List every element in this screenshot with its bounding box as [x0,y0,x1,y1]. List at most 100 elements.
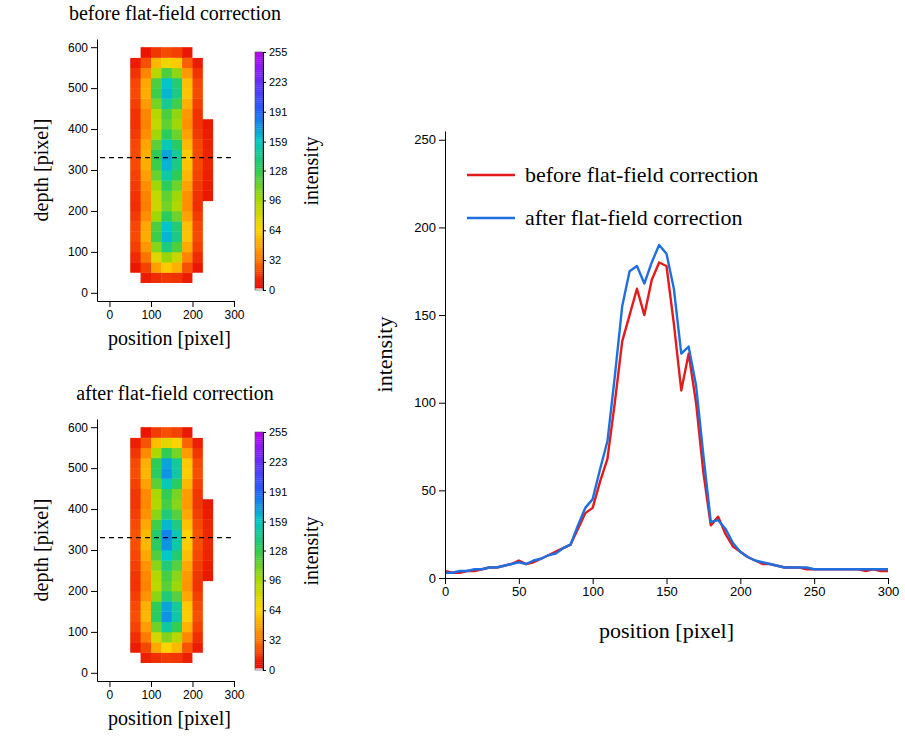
cell [172,242,183,253]
tick-mark [439,227,445,228]
cell [141,550,152,561]
cell [120,468,131,479]
cell [213,88,224,99]
cell [203,458,214,469]
axis-title: position [pixel] [599,618,734,643]
cell [182,283,193,294]
cell [120,570,131,581]
cell [161,180,172,191]
axis-title: intensity [372,317,397,393]
cell [172,652,183,663]
cell [224,530,234,541]
colorbar-swatch [255,527,263,529]
cell [192,642,203,653]
colorbar-swatch [255,557,263,559]
cell [151,47,162,58]
cell [130,190,141,201]
colorbar-swatch [255,451,263,453]
cell [141,129,152,140]
cell [213,190,224,201]
cell [203,652,214,663]
cell [161,652,172,663]
colorbar-swatch [255,439,263,441]
cell [213,550,224,561]
cell [130,78,141,89]
colorbar-swatch [255,177,263,179]
colorbar-swatch [255,244,263,246]
cell [130,221,141,232]
cell [172,88,183,99]
colorbar-swatch [255,152,263,154]
cell [182,652,193,663]
cell [151,180,162,191]
colorbar-swatch [255,147,263,149]
cell [192,427,203,438]
cell [130,499,141,510]
cell [141,242,152,253]
cell [161,139,172,150]
axis-line [97,40,98,302]
cell [203,78,214,89]
tick-mark [151,681,152,687]
cell [224,190,234,201]
cell [172,109,183,120]
tick-label: 96 [269,194,281,206]
tick-mark [263,522,266,523]
tick: 100 [68,245,97,259]
cell [161,499,172,510]
tick-label: 255 [269,46,287,58]
axis-title: position [pixel] [108,707,231,730]
cell [213,119,224,130]
cell [120,499,131,510]
cell [203,478,214,489]
cell [203,632,214,643]
axis: 0100200300 [98,681,245,702]
colorbar-swatch [255,208,263,210]
cell [141,139,152,150]
cell [141,57,152,68]
cell [120,458,131,469]
tick: 255 [263,46,287,58]
tick-label: 250 [414,132,436,147]
cell [224,468,234,479]
cell [182,570,193,581]
colorbar-swatch [255,110,263,112]
tick-label: 64 [269,604,281,616]
colorbar-frame [255,432,263,670]
tick-label: 0 [442,584,449,599]
tick-label: 300 [68,543,88,557]
colorbar-swatch [255,475,263,477]
colorbar-swatch [255,178,263,180]
colorbar-swatch [255,521,263,523]
axis-title: depth [pixel] [30,499,53,602]
tick-mark [439,403,445,404]
tick-mark [91,509,97,510]
tick-label: 200 [414,220,436,235]
cell [203,98,214,109]
colorbar-swatch [255,514,263,516]
colorbar-swatch [255,505,263,507]
cell [120,530,131,541]
cell [203,581,214,592]
colorbar-swatch [255,584,263,586]
colorbar-swatch [255,167,263,169]
cell [172,642,183,653]
cell [192,139,203,150]
tick-mark [263,580,266,581]
colorbar-swatch [255,477,263,479]
colorbar-swatch [255,130,263,132]
cell [141,201,152,212]
cell [161,272,172,283]
colorbar-swatch [255,175,263,177]
cell [224,139,234,150]
colorbar-swatch [255,542,263,544]
cell [172,530,183,541]
tick: 50 [422,483,445,498]
cell [213,591,224,602]
colorbar-swatch [255,56,263,58]
colorbar-swatch [255,93,263,95]
cell [109,231,120,242]
cell [172,448,183,459]
tick-label: 300 [224,308,244,322]
colorbar-swatch [255,508,263,510]
